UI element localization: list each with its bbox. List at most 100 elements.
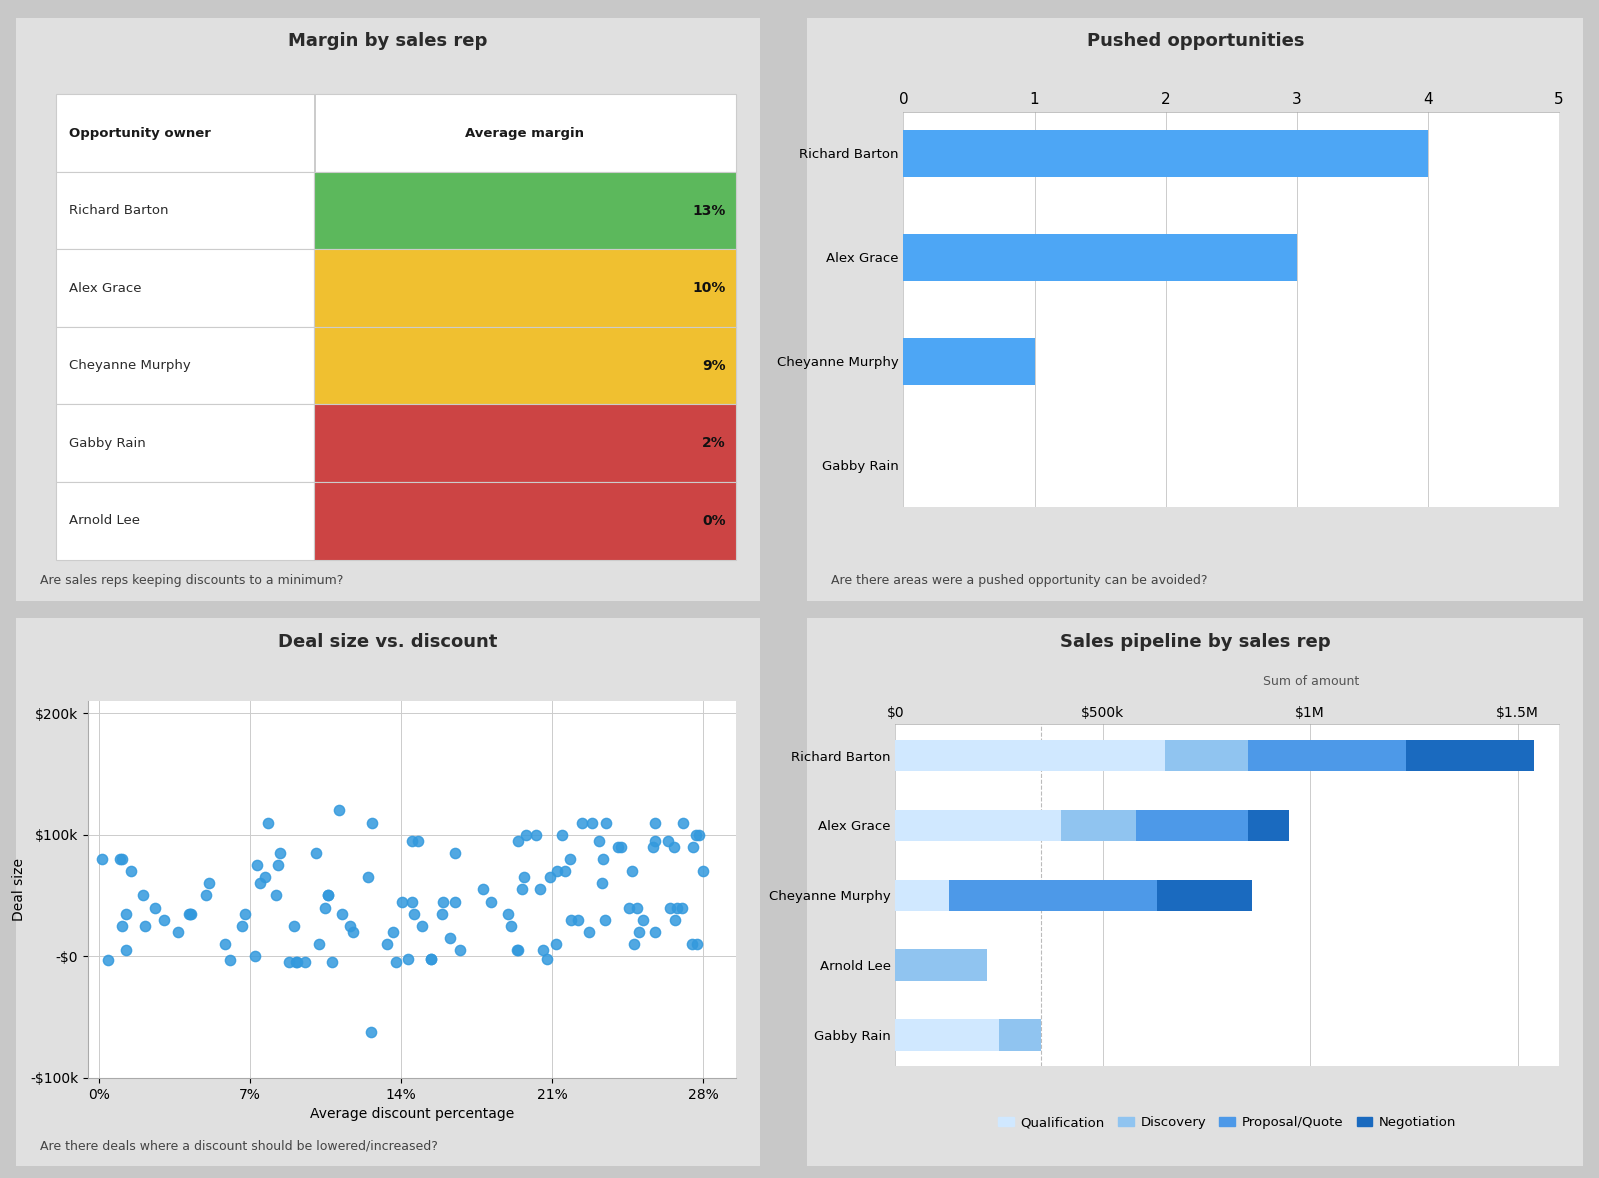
- Point: [537, 868, 563, 887]
- Point: [505, 941, 531, 960]
- Text: 0%: 0%: [702, 514, 726, 528]
- Point: [590, 874, 616, 893]
- Bar: [1062, 809, 1135, 841]
- Point: [197, 874, 222, 893]
- Point: [281, 916, 307, 935]
- Point: [142, 898, 168, 916]
- Point: [109, 849, 134, 868]
- Bar: [1156, 880, 1252, 911]
- Text: Richard Barton: Richard Barton: [69, 204, 168, 217]
- Point: [165, 922, 190, 941]
- Point: [401, 905, 427, 924]
- Point: [109, 916, 134, 935]
- Bar: [1247, 809, 1289, 841]
- Bar: [1166, 740, 1247, 772]
- Point: [320, 953, 345, 972]
- Bar: [895, 949, 987, 981]
- Point: [587, 832, 612, 851]
- Bar: [903, 130, 1428, 177]
- Point: [177, 905, 203, 924]
- Bar: [895, 809, 1062, 841]
- Point: [429, 905, 454, 924]
- Text: 2%: 2%: [702, 436, 726, 450]
- Point: [566, 911, 592, 929]
- Point: [499, 916, 524, 935]
- Point: [152, 911, 177, 929]
- Point: [550, 826, 576, 845]
- Point: [315, 886, 341, 905]
- Point: [277, 953, 302, 972]
- Bar: [895, 740, 1166, 772]
- Point: [544, 934, 569, 953]
- Bar: [1247, 740, 1406, 772]
- Point: [643, 813, 668, 832]
- Text: Margin by sales rep: Margin by sales rep: [288, 32, 488, 49]
- Y-axis label: Deal size: Deal size: [11, 858, 26, 921]
- Point: [552, 862, 577, 881]
- Text: Are sales reps keeping discounts to a minimum?: Are sales reps keeping discounts to a mi…: [40, 574, 344, 587]
- Point: [94, 951, 120, 969]
- Point: [662, 838, 688, 856]
- Point: [630, 911, 656, 929]
- Point: [680, 934, 705, 953]
- Text: 9%: 9%: [702, 358, 726, 372]
- Point: [592, 911, 617, 929]
- Point: [241, 947, 267, 966]
- Bar: [903, 234, 1297, 280]
- Point: [133, 916, 158, 935]
- Point: [246, 874, 272, 893]
- Point: [437, 928, 462, 947]
- Point: [686, 826, 712, 845]
- Point: [558, 911, 584, 929]
- Point: [304, 843, 329, 862]
- Point: [496, 905, 521, 924]
- Text: Cheyanne Murphy: Cheyanne Murphy: [69, 359, 190, 372]
- Text: 13%: 13%: [692, 204, 726, 218]
- Point: [627, 922, 652, 941]
- Text: 10%: 10%: [692, 282, 726, 296]
- Point: [544, 862, 569, 881]
- Point: [417, 949, 443, 968]
- Point: [211, 934, 237, 953]
- Text: Sales pipeline by sales rep: Sales pipeline by sales rep: [1060, 633, 1330, 650]
- Bar: [999, 1019, 1041, 1051]
- Point: [670, 813, 696, 832]
- Point: [406, 832, 432, 851]
- Point: [446, 941, 472, 960]
- Bar: [1406, 740, 1533, 772]
- Point: [624, 898, 649, 916]
- Point: [409, 916, 435, 935]
- Bar: [1135, 809, 1247, 841]
- Legend: Qualification, Discovery, Proposal/Quote, Negotiation: Qualification, Discovery, Proposal/Quote…: [993, 1111, 1461, 1134]
- Point: [609, 838, 635, 856]
- Point: [419, 949, 445, 968]
- Point: [505, 941, 531, 960]
- Point: [360, 813, 385, 832]
- Bar: [903, 338, 1035, 384]
- Point: [329, 905, 355, 924]
- Point: [179, 905, 205, 924]
- Point: [512, 868, 537, 887]
- Point: [569, 813, 595, 832]
- Text: Alex Grace: Alex Grace: [69, 282, 141, 294]
- Point: [510, 880, 536, 899]
- Point: [118, 862, 144, 881]
- Point: [114, 905, 139, 924]
- Point: [283, 953, 309, 972]
- Point: [640, 838, 665, 856]
- Point: [305, 934, 331, 953]
- Point: [341, 922, 366, 941]
- Point: [593, 813, 619, 832]
- Text: Are there deals where a discount should be lowered/increased?: Are there deals where a discount should …: [40, 1139, 438, 1152]
- Point: [616, 898, 641, 916]
- Point: [193, 886, 219, 905]
- Point: [358, 1023, 384, 1041]
- Text: Opportunity owner: Opportunity owner: [69, 126, 211, 139]
- Text: Gabby Rain: Gabby Rain: [69, 437, 146, 450]
- Point: [262, 886, 288, 905]
- Point: [251, 868, 277, 887]
- Point: [662, 911, 688, 929]
- Point: [107, 849, 133, 868]
- X-axis label: Average discount percentage: Average discount percentage: [310, 1107, 513, 1121]
- Point: [315, 886, 341, 905]
